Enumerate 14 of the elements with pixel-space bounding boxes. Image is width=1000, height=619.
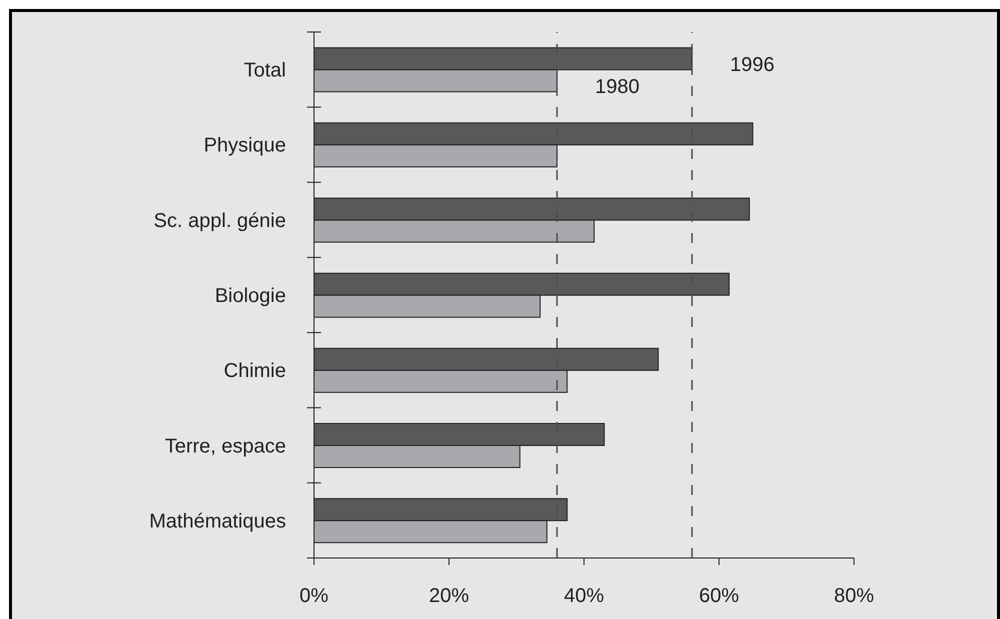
y-tick-label: Chimie bbox=[224, 360, 286, 382]
x-tick-label: 80% bbox=[834, 585, 874, 608]
y-tick-label: Total bbox=[244, 60, 286, 82]
x-tick-label: 20% bbox=[428, 585, 470, 608]
series-label: 1980 bbox=[595, 76, 640, 98]
y-tick-label: Sc. appl. génie bbox=[154, 210, 286, 232]
y-tick-label: Biologie bbox=[214, 285, 286, 307]
x-tick-label: 60% bbox=[698, 585, 740, 608]
x-tick-label: 0% bbox=[300, 585, 329, 608]
series-label: 1996 bbox=[730, 54, 774, 76]
x-tick-label: 40% bbox=[564, 585, 604, 608]
y-tick-label: Terre, espace bbox=[164, 435, 286, 458]
y-tick-label: Mathématiques bbox=[149, 510, 286, 532]
y-tick-label: Physique bbox=[204, 134, 286, 157]
